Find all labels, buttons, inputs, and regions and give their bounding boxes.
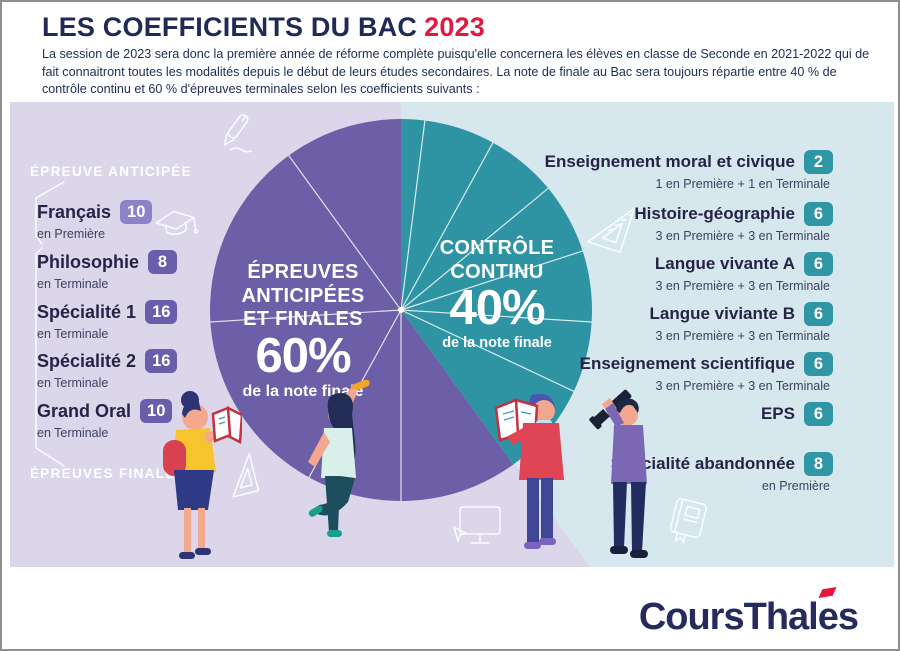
pie-label-40: CONTRÔLE CONTINU 40% de la note finale bbox=[438, 237, 556, 351]
coefficient-badge: 16 bbox=[145, 300, 178, 324]
pie-60-caption: de la note finale bbox=[242, 382, 364, 400]
pie-60-heading-2: ANTICIPÉES bbox=[241, 284, 365, 307]
section-epreuves-finales: ÉPREUVES FINALES bbox=[30, 466, 186, 481]
coefficient-badge: 10 bbox=[120, 200, 153, 224]
page-title: LES COEFFICIENTS DU BAC 2023 bbox=[42, 12, 485, 43]
logo-text-pre: CoursThal bbox=[638, 596, 819, 638]
coefficient-badge: 6 bbox=[804, 402, 833, 426]
page-title-text: LES COEFFICIENTS DU BAC bbox=[42, 12, 418, 42]
subject-label: Grand Oral bbox=[37, 400, 132, 421]
list-item-grand-oral: Grand Oral 10 en Terminale bbox=[37, 399, 173, 440]
subject-label: EPS bbox=[760, 404, 795, 423]
subject-detail: 3 en Première + 3 en Terminale bbox=[655, 329, 830, 343]
subject-label: Histoire-géographie bbox=[634, 204, 795, 223]
pie-label-60: ÉPREUVES ANTICIPÉES ET FINALES 60% de la… bbox=[239, 261, 367, 401]
subject-detail: en Terminale bbox=[37, 277, 109, 291]
pie-chart bbox=[210, 119, 592, 501]
coefficient-badge: 6 bbox=[804, 352, 833, 376]
list-item-langue-vivante-b: Langue viviante B 6 3 en Première + 3 en… bbox=[403, 302, 833, 343]
list-item-specialite-1: Spécialité 1 16 en Terminale bbox=[37, 300, 178, 341]
coefficient-badge: 6 bbox=[804, 252, 833, 276]
list-item-enseignement-scientifique: Enseignement scientifique 6 3 en Premièr… bbox=[403, 352, 833, 393]
subject-label: Spécialité abandonnée bbox=[610, 454, 795, 473]
pie-40-heading-2: CONTINU bbox=[450, 260, 544, 283]
list-item-specialite-abandonnee: Spécialité abandonnée 8 en Première bbox=[403, 452, 833, 493]
list-item-histoire-geographie: Histoire-géographie 6 3 en Première + 3 … bbox=[403, 202, 833, 243]
subject-label: Enseignement scientifique bbox=[579, 354, 795, 373]
coefficient-badge: 2 bbox=[804, 150, 833, 174]
pie-60-heading-1: ÉPREUVES bbox=[247, 261, 359, 283]
pie-slice-60 bbox=[210, 119, 514, 501]
coefficient-badge: 10 bbox=[140, 399, 173, 423]
list-item-philosophie: Philosophie 8 en Terminale bbox=[37, 250, 178, 291]
subject-label: Philosophie bbox=[37, 251, 140, 272]
subject-label: Enseignement moral et civique bbox=[544, 152, 795, 171]
coefficient-badge: 16 bbox=[145, 349, 178, 373]
subject-detail: 3 en Première + 3 en Terminale bbox=[655, 279, 830, 293]
section-epreuve-anticipee: ÉPREUVE ANTICIPÉE bbox=[30, 164, 192, 179]
coefficient-badge: 8 bbox=[804, 452, 833, 476]
pie-60-value: 60% bbox=[255, 328, 351, 383]
intro-paragraph: La session de 2023 sera donc la première… bbox=[42, 47, 870, 97]
subject-detail: en Terminale bbox=[37, 426, 109, 440]
list-item-francais: Français 10 en Première bbox=[37, 200, 153, 241]
logo-text-e: e bbox=[817, 596, 839, 638]
pie-40-caption: de la note finale bbox=[442, 335, 552, 352]
page-title-year: 2023 bbox=[424, 12, 485, 42]
subject-detail: en Première bbox=[761, 479, 830, 493]
coefficient-badge: 6 bbox=[804, 202, 833, 226]
pie-60-heading-3: ET FINALES bbox=[243, 308, 363, 331]
subject-detail: en Première bbox=[37, 227, 106, 241]
subject-detail: 1 en Première + 1 en Terminale bbox=[655, 177, 830, 191]
subject-detail: en Terminale bbox=[37, 327, 109, 341]
coefficient-badge: 6 bbox=[804, 302, 833, 326]
subject-label: Spécialité 2 bbox=[37, 350, 137, 371]
logo-text-post: s bbox=[837, 596, 859, 638]
subject-detail: en Terminale bbox=[37, 376, 109, 390]
pie-40-heading-1: CONTRÔLE bbox=[439, 237, 555, 259]
subject-label: Français bbox=[37, 201, 112, 222]
subject-label: Langue viviante B bbox=[649, 304, 795, 323]
list-item-langue-vivante-a: Langue vivante A 6 3 en Première + 3 en … bbox=[403, 252, 833, 293]
pie-40-value: 40% bbox=[449, 281, 545, 336]
list-item-specialite-2: Spécialité 2 16 en Terminale bbox=[37, 349, 178, 390]
pie-center-dot bbox=[398, 307, 404, 313]
coefficient-badge: 8 bbox=[148, 250, 178, 274]
list-item-eps: EPS 6 bbox=[403, 402, 833, 426]
courstales-logo: CoursThale s bbox=[638, 586, 859, 639]
subject-detail: 3 en Première + 3 en Terminale bbox=[655, 379, 830, 393]
pie-slice-40 bbox=[401, 119, 592, 465]
subject-detail: 3 en Première + 3 en Terminale bbox=[655, 229, 830, 243]
subject-label: Langue vivante A bbox=[654, 254, 795, 273]
list-item-emc: Enseignement moral et civique 2 1 en Pre… bbox=[403, 150, 833, 191]
subject-label: Spécialité 1 bbox=[37, 301, 137, 322]
